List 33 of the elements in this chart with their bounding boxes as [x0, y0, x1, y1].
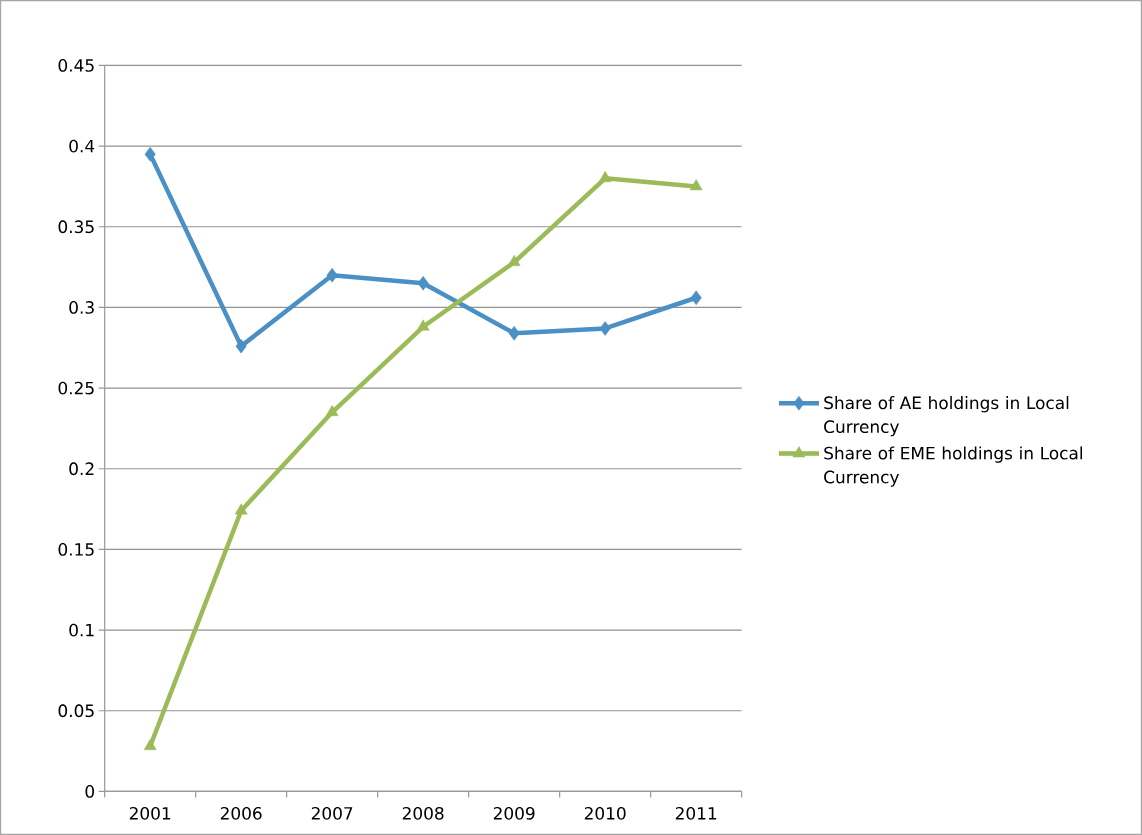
point [508, 325, 520, 341]
x-tick-label: 2011 [675, 806, 717, 820]
y-tick-label: 0.1 [69, 623, 94, 637]
point [326, 267, 338, 283]
y-tick-label: 0.05 [58, 704, 94, 718]
y-tick-label: 0.4 [69, 139, 95, 153]
x-tick-label: 2010 [584, 806, 626, 820]
point [598, 171, 612, 183]
x-tick-label: 2009 [493, 806, 535, 820]
point [690, 290, 702, 305]
y-tick-label: 0.35 [58, 220, 94, 234]
y-tick-label: 0.15 [58, 543, 94, 556]
point [235, 338, 247, 354]
point [689, 179, 703, 191]
point [325, 405, 339, 417]
legend-label: Share of EME holdings in Local Currency [824, 446, 1082, 487]
point [234, 503, 248, 515]
x-tick-label: 2008 [402, 806, 444, 820]
point [507, 255, 521, 266]
point [599, 321, 611, 336]
point [416, 319, 430, 331]
legend-label: Share of AE holdings in Local Currency [824, 396, 1069, 437]
x-tick-label: 2001 [129, 806, 171, 820]
point [417, 275, 429, 291]
y-tick-label: 0 [85, 785, 95, 798]
point [144, 146, 156, 162]
y-tick-label: 0.3 [69, 301, 94, 314]
x-tick-label: 2006 [220, 806, 262, 820]
y-tick-label: 0.2 [69, 462, 94, 476]
point [143, 739, 157, 750]
y-tick-label: 0.45 [58, 59, 94, 72]
y-tick-label: 0.25 [58, 381, 94, 395]
x-tick-label: 2007 [311, 806, 353, 820]
